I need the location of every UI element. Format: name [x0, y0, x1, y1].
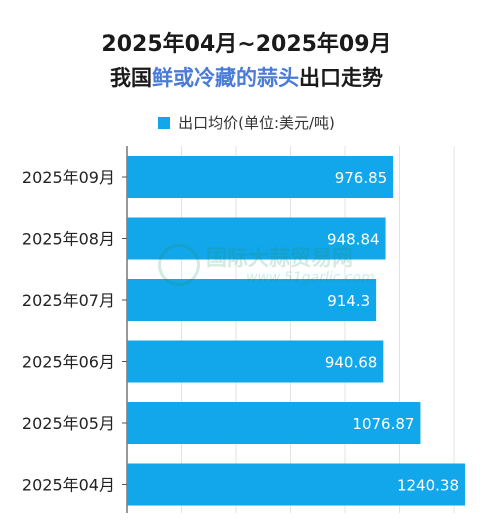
category-label: 2025年08月 — [22, 230, 115, 249]
bar — [127, 463, 465, 506]
data-label: 914.3 — [327, 292, 370, 310]
bar — [127, 340, 384, 383]
data-label: 940.68 — [325, 354, 378, 372]
data-label: 976.85 — [335, 169, 388, 187]
bar — [127, 279, 377, 321]
title-highlight: 鲜或冷藏的蒜头 — [152, 66, 299, 90]
category-label: 2025年04月 — [22, 476, 115, 495]
bar — [127, 156, 394, 198]
chart-title-line2: 我国鲜或冷藏的蒜头出口走势 — [0, 62, 493, 92]
chart-title-line1: 2025年04月~2025年09月 — [101, 32, 392, 57]
legend: 出口均价(单位:美元/吨) — [0, 112, 493, 133]
legend-swatch — [158, 117, 171, 129]
category-label: 2025年05月 — [22, 414, 115, 433]
category-label: 2025年07月 — [22, 291, 115, 310]
bar — [127, 402, 421, 444]
category-label: 2025年09月 — [22, 168, 115, 187]
data-label: 1076.87 — [352, 415, 414, 433]
title-suffix: 出口走势 — [299, 66, 383, 90]
data-label: 1240.38 — [397, 477, 459, 495]
legend-label: 出口均价(单位:美元/吨) — [178, 114, 335, 132]
category-label: 2025年06月 — [22, 353, 115, 372]
bar — [127, 217, 386, 260]
title-prefix: 我国 — [110, 66, 152, 90]
data-label: 948.84 — [327, 231, 380, 249]
